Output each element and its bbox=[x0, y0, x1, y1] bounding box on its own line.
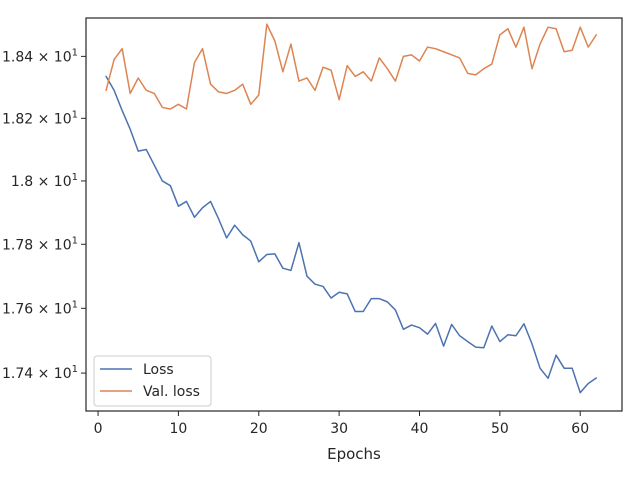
x-tick-label: 30 bbox=[330, 421, 348, 437]
y-tick-label: 1.82 × 101 bbox=[2, 109, 78, 127]
y-tick-label: 1.76 × 101 bbox=[2, 299, 78, 317]
plot-frame bbox=[85, 17, 623, 412]
series-line-loss bbox=[105, 75, 598, 394]
x-tick-label: 0 bbox=[94, 421, 103, 437]
series-layer bbox=[105, 23, 598, 394]
legend-label-val-loss: Val. loss bbox=[143, 384, 200, 400]
plot-background bbox=[86, 18, 622, 411]
x-tick-label: 50 bbox=[491, 421, 509, 437]
x-tick-label: 10 bbox=[169, 421, 187, 437]
x-tick-label: 60 bbox=[571, 421, 589, 437]
x-tick-label: 40 bbox=[411, 421, 429, 437]
legend-label-loss: Loss bbox=[143, 362, 174, 378]
y-tick-label: 1.78 × 101 bbox=[2, 235, 78, 253]
y-tick-label: 1.84 × 101 bbox=[2, 47, 78, 65]
x-axis: 0 10 20 30 40 50 60 bbox=[94, 411, 589, 437]
y-tick-label: 1.8 × 101 bbox=[11, 172, 78, 190]
series-line-val-loss bbox=[105, 23, 598, 110]
y-tick-label: 1.74 × 101 bbox=[2, 364, 78, 382]
x-axis-label: Epochs bbox=[327, 445, 381, 463]
legend: Loss Val. loss bbox=[93, 355, 212, 407]
x-tick-label: 20 bbox=[250, 421, 268, 437]
y-axis: 1.74 × 101 1.76 × 101 1.78 × 101 1.8 × 101 1… bbox=[2, 47, 86, 382]
